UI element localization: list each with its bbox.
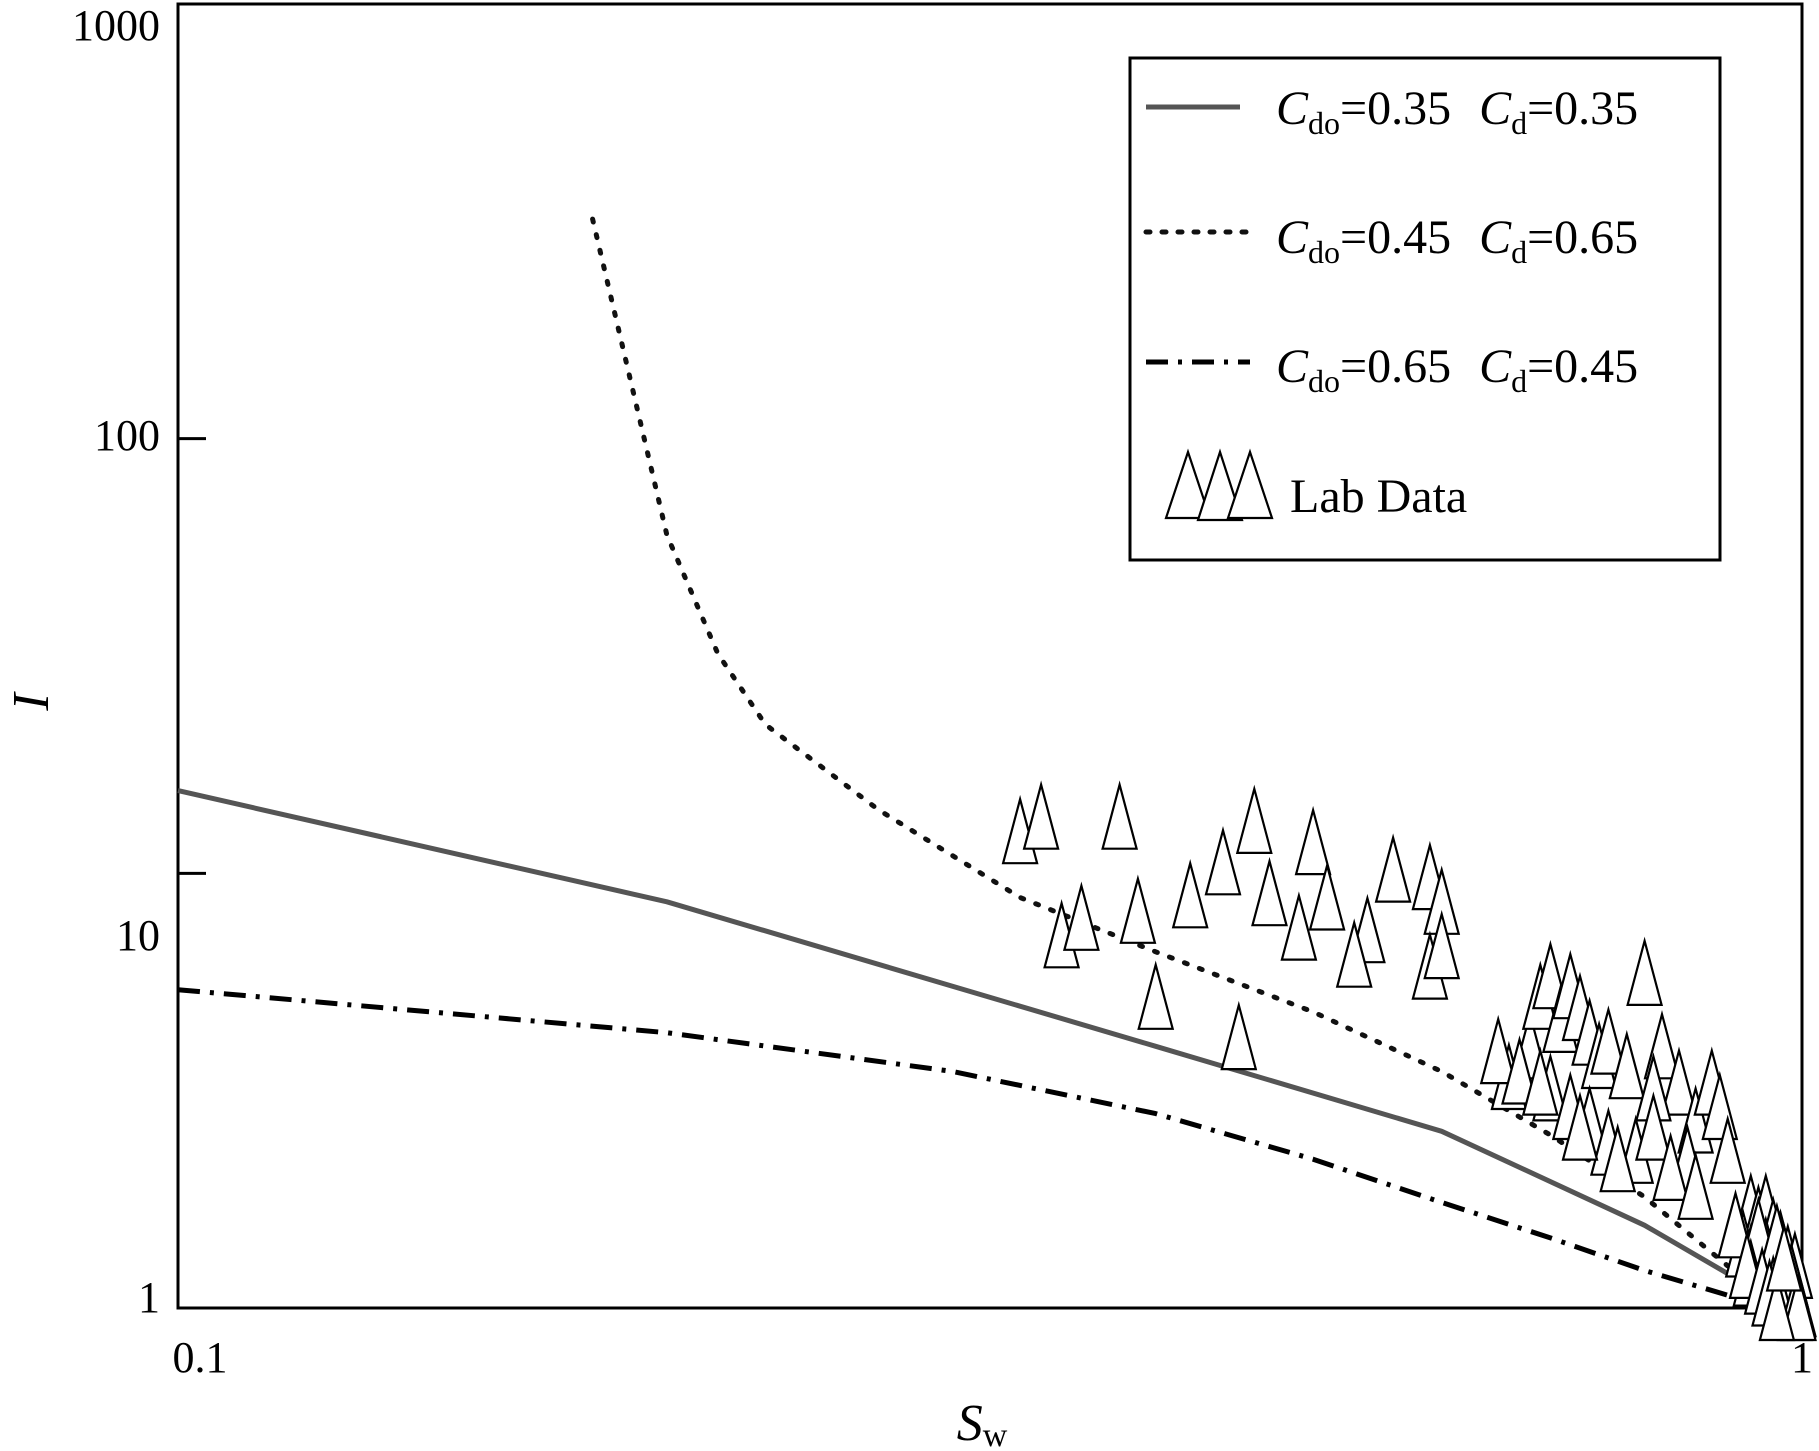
axis-ticks (178, 2, 206, 1310)
lab-data-point (1561, 1091, 1599, 1161)
legend-dashdot-b-val: =0.45 (1527, 340, 1638, 393)
lab-data-point (1280, 891, 1318, 961)
legend-dashdot-a-sub: do (1308, 363, 1340, 399)
legend-solid-b-val: =0.35 (1527, 82, 1638, 135)
lab-data-point (1294, 805, 1332, 876)
lab-data-point (1626, 936, 1664, 1007)
plot-frame (176, 2, 1804, 1310)
series-line-dotted (590, 216, 1731, 1269)
lab-data-point (1677, 1150, 1715, 1220)
x-tick-label-0.1: 0.1 (173, 1333, 228, 1382)
legend-triangle-3 (1226, 448, 1274, 520)
legend-label-dashdot: Cdo=0.65 Cd=0.45 (1276, 340, 1638, 399)
lab-data-point (1235, 784, 1273, 855)
lab-data-point (1599, 1122, 1637, 1193)
legend-dotted-b-val: =0.65 (1527, 211, 1638, 264)
lab-data-point (1062, 881, 1100, 951)
legend-dashdot-b-sub: d (1511, 363, 1527, 399)
lab-data-point (1251, 856, 1288, 927)
lab-data-point (1220, 1000, 1258, 1071)
lab-data-point (1501, 1035, 1538, 1105)
legend-dotted-a: C (1276, 211, 1309, 264)
lab-data-point (1660, 1046, 1698, 1116)
legend: Cdo=0.35 Cd=0.35 Cdo=0.45 Cd=0.65 Cdo=0.65… (1128, 56, 1722, 562)
y-tick-label-1000: 1000 (72, 1, 160, 50)
lab-data-point (1101, 780, 1139, 850)
series-layer (177, 216, 1731, 1298)
legend-dotted-b-sub: d (1511, 234, 1527, 270)
legend-triangle-1 (1164, 448, 1212, 520)
lab-data-point (1308, 861, 1346, 931)
legend-solid-b: C (1479, 82, 1512, 135)
lab-data-point (1709, 1114, 1747, 1184)
y-tick-label-1: 1 (138, 1273, 160, 1322)
x-axis-title-sub: w (983, 1417, 1008, 1451)
lab-data-point (1022, 780, 1060, 850)
lab-data-point (1374, 833, 1412, 903)
legend-label-solid: Cdo=0.35 Cd=0.35 (1276, 82, 1638, 141)
x-axis-title: Sw (957, 1395, 1008, 1451)
legend-solid-a-val: =0.35 (1340, 82, 1451, 135)
lab-data-point (1589, 1005, 1627, 1075)
legend-label-lab-data: Lab Data (1290, 470, 1467, 523)
lab-data-points (1001, 780, 1817, 1342)
series-line-dashdot (177, 987, 1729, 1298)
legend-dotted-b: C (1479, 211, 1512, 264)
series-line-solid (177, 788, 1729, 1276)
y-tick-label-100: 100 (94, 411, 160, 460)
legend-solid-a-sub: do (1308, 105, 1340, 141)
lab-data-point (1423, 909, 1461, 980)
x-tick-label-1: 1 (1791, 1333, 1813, 1382)
lab-data-point (1137, 960, 1175, 1030)
legend-triangle-2 (1196, 448, 1244, 522)
lab-data-point (1634, 1091, 1672, 1161)
lab-data-point (1335, 918, 1373, 988)
legend-dotted-a-val: =0.45 (1340, 211, 1451, 264)
lab-data-point (1204, 826, 1242, 896)
lab-data-point (1521, 1046, 1559, 1116)
lab-data-point (1171, 859, 1209, 929)
lab-data-point (1652, 1131, 1690, 1202)
lab-data-point (1119, 874, 1157, 944)
lab-data-point (1758, 1271, 1796, 1342)
y-tick-label-10: 10 (116, 911, 160, 960)
x-axis-title-main: S (957, 1395, 983, 1451)
legend-label-dotted: Cdo=0.45 Cd=0.65 (1276, 211, 1638, 270)
lab-data-point (1765, 1222, 1803, 1292)
y-axis-title: I (3, 691, 60, 712)
legend-solid-a: C (1276, 82, 1309, 135)
legend-dashdot-a: C (1276, 340, 1309, 393)
legend-solid-b-sub: d (1511, 105, 1527, 141)
legend-dashdot-b: C (1479, 340, 1512, 393)
legend-swatch-lab-data (1164, 448, 1274, 522)
lab-data-point (1479, 1014, 1517, 1085)
legend-dashdot-a-val: =0.65 (1340, 340, 1451, 393)
lab-data-point (1608, 1029, 1646, 1100)
legend-dotted-a-sub: do (1308, 234, 1340, 270)
